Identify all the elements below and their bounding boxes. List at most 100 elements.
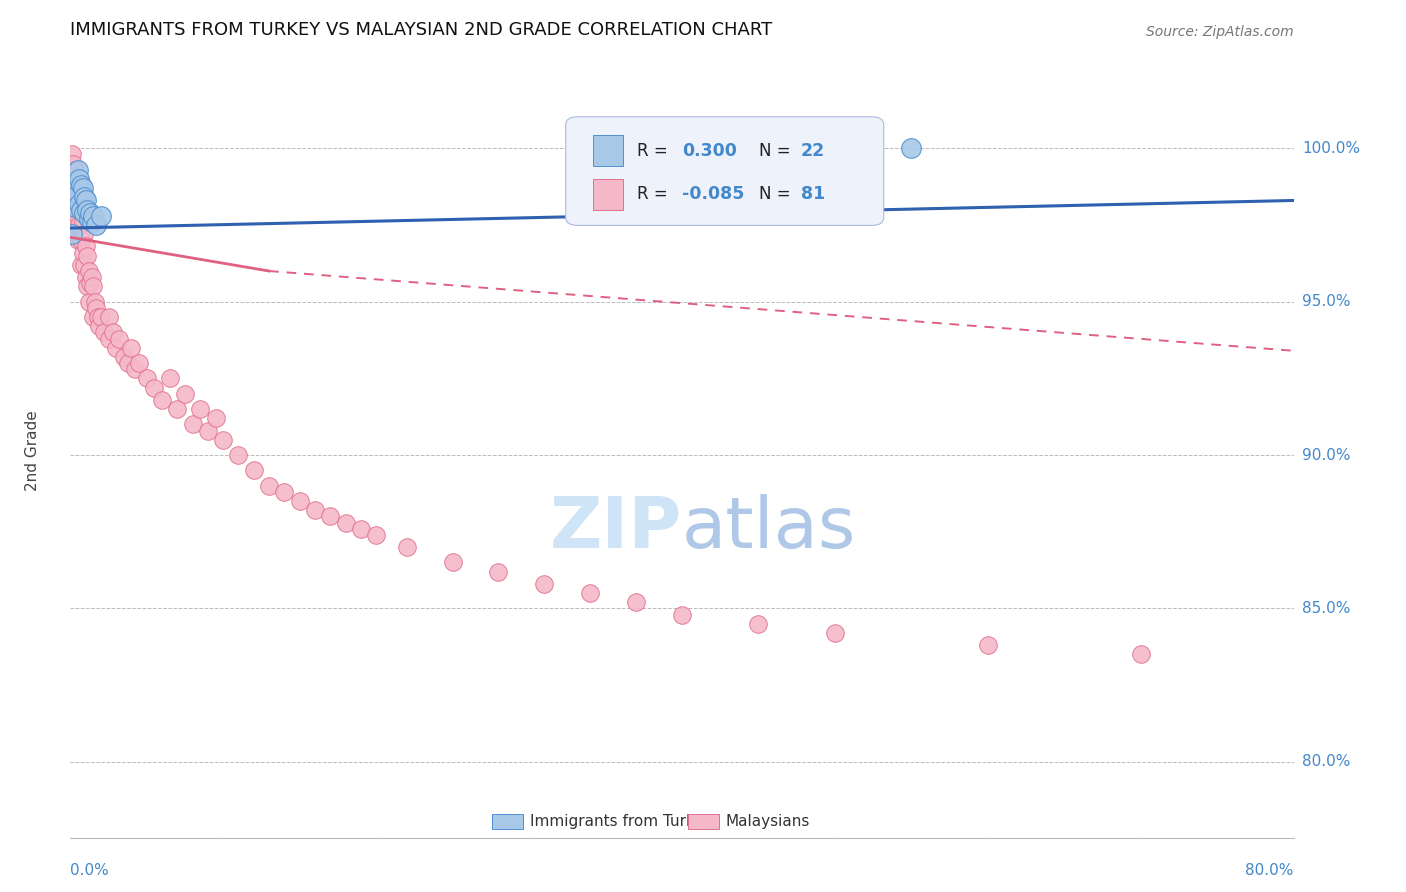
Point <box>63 209 86 223</box>
Point <box>75 194 97 208</box>
Point <box>60 166 83 180</box>
Point <box>747 616 769 631</box>
Point <box>87 310 110 324</box>
Point <box>89 319 111 334</box>
Text: 100.0%: 100.0% <box>1302 141 1360 156</box>
Text: 2nd Grade: 2nd Grade <box>25 410 39 491</box>
Point <box>533 577 555 591</box>
Point <box>1129 648 1152 662</box>
Point <box>976 638 998 652</box>
Point <box>65 172 87 186</box>
Point <box>77 294 100 309</box>
Text: N =: N = <box>759 142 796 160</box>
Text: R =: R = <box>637 142 672 160</box>
Point <box>70 202 93 217</box>
Text: 80.0%: 80.0% <box>1302 755 1350 769</box>
Point <box>671 607 693 622</box>
Text: 90.0%: 90.0% <box>1302 448 1350 463</box>
Point <box>80 215 103 229</box>
Point <box>63 187 86 202</box>
Point <box>66 187 89 202</box>
Point <box>441 556 464 570</box>
Point <box>70 258 93 272</box>
Point <box>117 356 139 370</box>
Point <box>75 239 97 253</box>
Text: -0.085: -0.085 <box>682 186 744 203</box>
Point <box>228 448 250 462</box>
Point <box>69 172 91 186</box>
Text: ZIP: ZIP <box>550 493 682 563</box>
Point <box>72 245 94 260</box>
Text: Immigrants from Turkey: Immigrants from Turkey <box>530 814 713 829</box>
Point <box>63 162 86 177</box>
Point <box>69 218 91 232</box>
Point <box>82 310 104 324</box>
Text: IMMIGRANTS FROM TURKEY VS MALAYSIAN 2ND GRADE CORRELATION CHART: IMMIGRANTS FROM TURKEY VS MALAYSIAN 2ND … <box>70 21 772 39</box>
Point <box>84 301 107 315</box>
Point <box>304 503 326 517</box>
Point <box>212 433 235 447</box>
Point <box>77 264 100 278</box>
Point <box>159 371 181 385</box>
Point <box>273 484 295 499</box>
Text: Source: ZipAtlas.com: Source: ZipAtlas.com <box>1146 25 1294 39</box>
Point <box>197 424 219 438</box>
Point <box>65 196 87 211</box>
Point <box>73 258 96 272</box>
Point <box>124 362 146 376</box>
Point <box>69 196 91 211</box>
Point <box>66 178 89 193</box>
Bar <box>592 135 623 166</box>
Point <box>135 371 157 385</box>
Point <box>62 178 84 193</box>
Point <box>188 402 211 417</box>
Point <box>76 249 98 263</box>
Point <box>76 279 98 293</box>
Point <box>166 402 188 417</box>
Point <box>60 147 83 161</box>
Point <box>97 310 120 324</box>
Point <box>143 381 166 395</box>
Text: R =: R = <box>637 186 672 203</box>
Point <box>66 233 89 247</box>
Text: 85.0%: 85.0% <box>1302 601 1350 616</box>
Bar <box>492 814 523 830</box>
Point <box>181 417 204 432</box>
Point <box>288 494 311 508</box>
Point <box>128 356 150 370</box>
Point <box>488 565 510 579</box>
Point <box>70 178 93 193</box>
Point <box>579 586 602 600</box>
Point <box>75 270 97 285</box>
Point <box>174 386 197 401</box>
Point <box>70 233 93 247</box>
Point <box>73 205 96 219</box>
Point <box>97 331 120 345</box>
Point <box>150 392 173 407</box>
Point <box>257 479 280 493</box>
FancyBboxPatch shape <box>565 117 884 226</box>
Point <box>79 277 101 291</box>
Point <box>65 218 87 232</box>
Bar <box>688 814 718 830</box>
Point <box>73 227 96 242</box>
Point <box>66 162 89 177</box>
Point <box>76 202 98 217</box>
Point <box>624 595 647 609</box>
Point <box>366 528 388 542</box>
Text: 0.300: 0.300 <box>682 142 737 160</box>
Point <box>204 411 226 425</box>
Point <box>72 215 94 229</box>
Point <box>69 187 91 202</box>
Point <box>319 509 342 524</box>
Point <box>121 341 143 355</box>
Point <box>62 196 84 211</box>
Point <box>112 350 135 364</box>
Point <box>66 209 89 223</box>
Point <box>65 178 87 193</box>
Point <box>77 211 100 226</box>
Text: 22: 22 <box>800 142 825 160</box>
Point <box>62 156 84 170</box>
Point <box>108 331 131 345</box>
Text: 80.0%: 80.0% <box>1246 863 1294 879</box>
